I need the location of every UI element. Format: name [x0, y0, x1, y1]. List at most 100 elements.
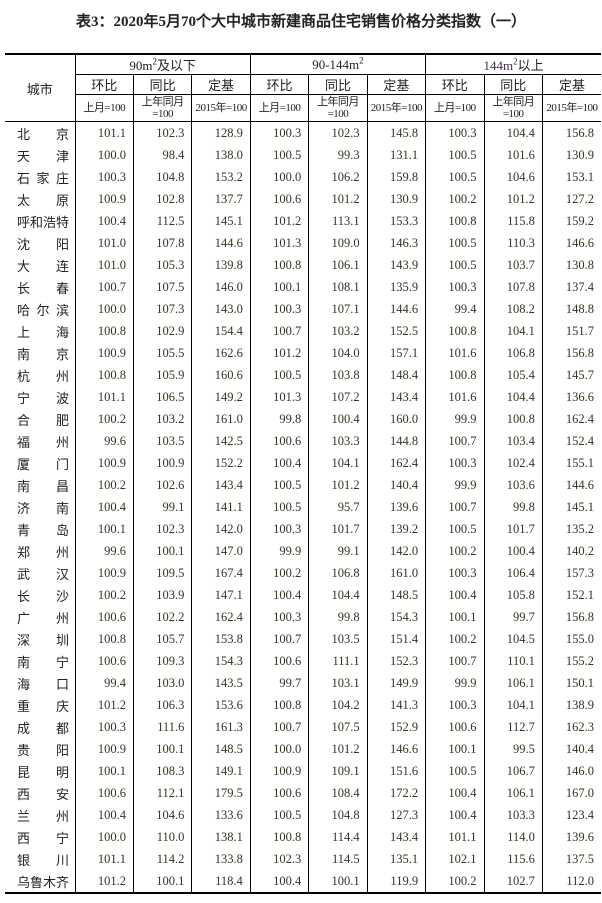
value-cell: 152.9 [366, 716, 426, 738]
value-cell: 100.6 [74, 650, 134, 672]
value-cell: 100.8 [249, 694, 309, 716]
table-row: 福州 99.6 103.5 142.5 100.6 103.3 144.8 100.7 103.… [5, 430, 601, 452]
value-cell: 100.1 [74, 518, 134, 540]
value-cell: 106.1 [483, 672, 543, 694]
group-header-medium: 90-144m2 [249, 53, 426, 75]
city-cell: 合肥 [5, 408, 75, 430]
value-cell: 146.6 [366, 738, 426, 760]
value-cell: 100.5 [425, 760, 484, 782]
city-cell: 济南 [5, 496, 75, 518]
group-label: 90m [129, 58, 153, 73]
value-cell: 101.7 [308, 518, 368, 540]
group-label-suffix: 及以下 [156, 58, 196, 73]
base-header-mom: 上月=100 [425, 94, 484, 122]
value-cell: 100.5 [249, 804, 309, 826]
city-name: 南宁 [17, 655, 69, 671]
value-cell: 100.4 [74, 210, 134, 232]
value-cell: 104.1 [483, 320, 543, 342]
value-cell: 104.6 [132, 804, 192, 826]
value-cell: 167.0 [541, 782, 601, 804]
value-cell: 162.3 [541, 716, 601, 738]
value-cell: 107.2 [308, 386, 368, 408]
subheader-yoy: 同比 [483, 74, 543, 95]
value-cell: 103.7 [483, 254, 543, 276]
value-cell: 99.5 [483, 738, 543, 760]
value-cell: 100.7 [249, 628, 309, 650]
value-cell: 137.5 [541, 848, 601, 870]
city-cell: 南昌 [5, 474, 75, 496]
table-row: 西安 100.6 112.1 179.5 100.6 108.4 172.2 100.4 106… [5, 782, 601, 804]
value-cell: 140.4 [541, 738, 601, 760]
city-cell: 海口 [5, 672, 75, 694]
value-cell: 101.6 [425, 342, 484, 364]
value-cell: 106.8 [483, 342, 543, 364]
value-cell: 107.1 [308, 298, 368, 320]
value-cell: 152.5 [366, 320, 426, 342]
value-cell: 127.2 [541, 188, 601, 210]
city-name: 福州 [17, 435, 69, 451]
city-name: 长沙 [17, 589, 69, 605]
value-cell: 100.1 [74, 760, 134, 782]
value-cell: 154.3 [191, 650, 251, 672]
group-label: 90-144m [312, 56, 360, 72]
value-cell: 159.8 [366, 166, 426, 188]
value-cell: 109.1 [308, 760, 368, 782]
table-row: 银川 101.1 114.2 133.8 102.3 114.5 135.1 102.1 115… [5, 848, 601, 870]
value-cell: 100.4 [425, 782, 484, 804]
value-cell: 99.4 [425, 298, 484, 320]
value-cell: 104.8 [132, 166, 192, 188]
value-cell: 141.3 [366, 694, 426, 716]
subheader-fixed-base: 定基 [366, 74, 426, 95]
table-row: 郑州 99.6 100.1 147.0 99.9 99.1 142.0 100.2 100.4 1… [5, 540, 601, 562]
value-cell: 102.3 [132, 121, 192, 144]
value-cell: 100.8 [425, 364, 484, 386]
city-cell: 厦门 [5, 452, 75, 474]
city-name: 济南 [17, 501, 69, 517]
value-cell: 100.7 [425, 496, 484, 518]
value-cell: 135.1 [366, 848, 426, 870]
value-cell: 105.8 [483, 584, 543, 606]
header-base-row: 上月=100 上年同月=100 2015年=100 上月=100 上年同月=100 201… [5, 94, 601, 122]
value-cell: 138.1 [191, 826, 251, 848]
value-cell: 102.8 [132, 188, 192, 210]
value-cell: 100.9 [74, 188, 134, 210]
value-cell: 100.3 [425, 452, 484, 474]
table-row: 青岛 100.1 102.3 142.0 100.3 101.7 139.2 100.5 101… [5, 518, 601, 540]
table-row: 西宁 100.0 110.0 138.1 100.8 114.4 143.4 101.1 114… [5, 826, 601, 848]
value-cell: 103.3 [308, 430, 368, 452]
value-cell: 145.8 [366, 121, 426, 144]
city-name: 武汉 [17, 567, 69, 583]
value-cell: 100.8 [425, 210, 484, 232]
value-cell: 130.9 [541, 144, 601, 166]
table-row: 成都 100.3 111.6 161.3 100.7 107.5 152.9 100.6 112… [5, 716, 601, 738]
value-cell: 101.6 [483, 144, 543, 166]
value-cell: 105.9 [132, 364, 192, 386]
value-cell: 142.0 [191, 518, 251, 540]
value-cell: 162.4 [541, 408, 601, 430]
value-cell: 100.6 [74, 782, 134, 804]
value-cell: 103.9 [132, 584, 192, 606]
value-cell: 99.9 [249, 540, 309, 562]
value-cell: 100.9 [132, 452, 192, 474]
value-cell: 100.8 [74, 364, 134, 386]
table-row: 南昌 100.2 102.6 143.4 100.5 101.2 140.4 99.9 103.… [5, 474, 601, 496]
value-cell: 114.2 [132, 848, 192, 870]
value-cell: 100.8 [483, 408, 543, 430]
price-index-table: 城市 90m2及以下 90-144m2 144m2以上 环比 同比 定基 环比 同比 定基… [5, 53, 601, 894]
value-cell: 100.4 [249, 452, 309, 474]
table-row: 厦门 100.9 100.9 152.2 100.4 104.1 162.4 100.3 102… [5, 452, 601, 474]
group-header-large: 144m2以上 [425, 53, 601, 75]
table-row: 沈阳 101.0 107.8 144.6 101.3 109.0 146.3 100.5 110… [5, 232, 601, 254]
value-cell: 100.3 [249, 298, 309, 320]
value-cell: 110.1 [483, 650, 543, 672]
value-cell: 153.6 [191, 694, 251, 716]
city-name: 宁波 [17, 391, 69, 407]
value-cell: 114.0 [483, 826, 543, 848]
value-cell: 127.3 [366, 804, 426, 826]
value-cell: 162.6 [191, 342, 251, 364]
value-cell: 101.2 [308, 474, 368, 496]
value-cell: 100.2 [249, 562, 309, 584]
value-cell: 146.0 [191, 276, 251, 298]
value-cell: 147.1 [191, 584, 251, 606]
value-cell: 100.8 [425, 320, 484, 342]
